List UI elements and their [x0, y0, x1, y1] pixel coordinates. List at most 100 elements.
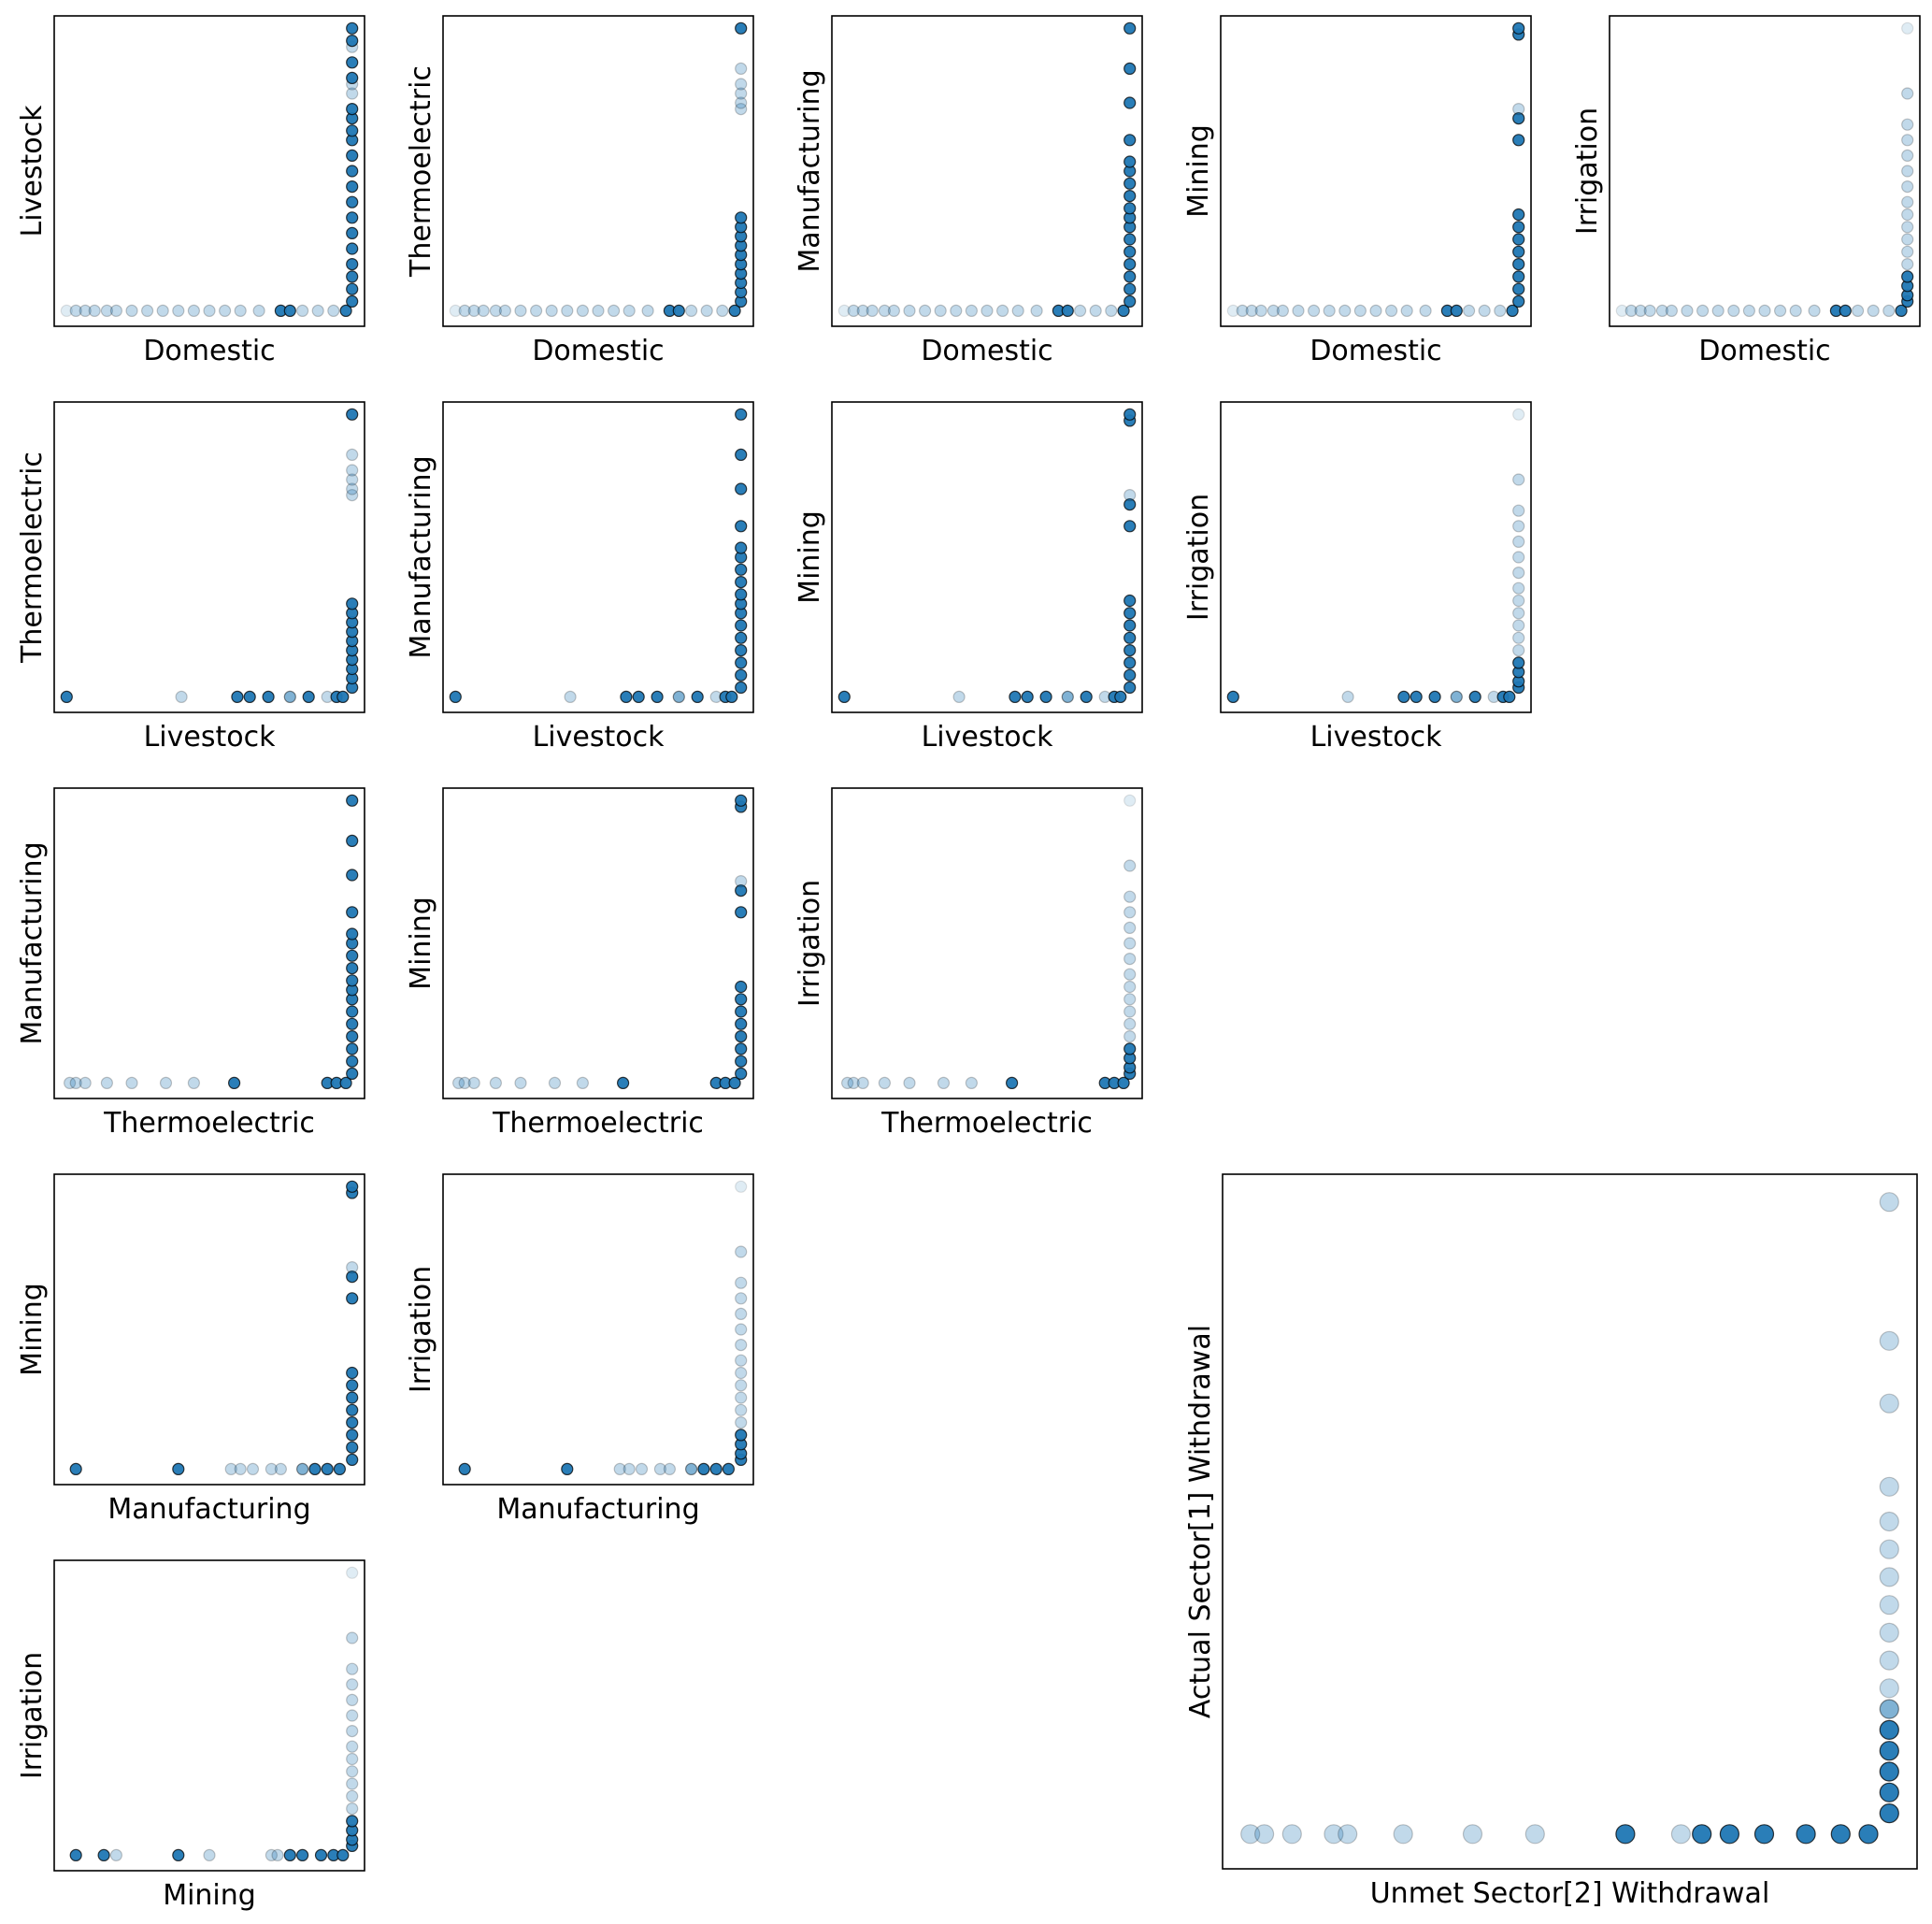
- data-point: [231, 690, 244, 704]
- data-point: [283, 690, 296, 704]
- data-point: [1123, 22, 1137, 35]
- data-point: [346, 1441, 359, 1454]
- data-point: [346, 242, 359, 255]
- data-point: [1696, 304, 1710, 317]
- data-point: [1512, 619, 1525, 632]
- data-point: [1839, 304, 1852, 317]
- data-point: [1879, 1595, 1899, 1615]
- data-point: [1039, 690, 1052, 704]
- data-point: [1005, 1076, 1019, 1090]
- data-point: [1226, 304, 1239, 317]
- data-point: [1711, 304, 1724, 317]
- data-point: [1369, 304, 1382, 317]
- data-point: [980, 304, 994, 317]
- data-point: [561, 1462, 574, 1476]
- data-point: [735, 656, 748, 669]
- data-point: [346, 270, 359, 283]
- data-point: [321, 1462, 334, 1476]
- data-point: [346, 1453, 359, 1467]
- data-point: [1665, 304, 1679, 317]
- data-point: [561, 304, 574, 317]
- data-point: [1338, 1824, 1358, 1845]
- data-point: [1719, 1824, 1740, 1845]
- data-point: [735, 1029, 748, 1043]
- data-point: [262, 690, 275, 704]
- data-point: [1123, 1017, 1137, 1030]
- data-point: [498, 304, 512, 317]
- y-axis-label: Manufacturing: [405, 455, 437, 658]
- data-point: [903, 1076, 916, 1090]
- data-point: [918, 304, 932, 317]
- data-point: [346, 408, 359, 421]
- data-point: [346, 1366, 359, 1380]
- axes-frame: [1222, 1173, 1918, 1870]
- data-point: [346, 1752, 359, 1766]
- data-point: [1419, 304, 1432, 317]
- data-point: [346, 124, 359, 137]
- data-point: [1468, 690, 1481, 704]
- data-point: [856, 304, 869, 317]
- data-point: [203, 1848, 216, 1862]
- data-point: [327, 304, 340, 317]
- data-point: [336, 1848, 350, 1862]
- data-point: [735, 1415, 748, 1429]
- data-point: [1324, 1824, 1344, 1845]
- axes-frame: [442, 1173, 754, 1486]
- data-point: [336, 690, 350, 704]
- data-point: [1512, 408, 1525, 421]
- data-point: [346, 1260, 359, 1274]
- data-point: [1879, 1192, 1899, 1213]
- data-point: [684, 1462, 698, 1476]
- data-point: [1681, 304, 1694, 317]
- x-axis-label: Livestock: [144, 721, 277, 754]
- data-point: [1307, 304, 1321, 317]
- data-point: [1512, 282, 1525, 295]
- data-point: [346, 1789, 359, 1802]
- data-point: [1123, 520, 1137, 533]
- scatter-panel-livestock-vs-irrigation: Livestock Irrigation: [1182, 401, 1532, 754]
- data-point: [1245, 304, 1258, 317]
- data-point: [1879, 1476, 1899, 1497]
- data-point: [346, 258, 359, 271]
- data-point: [346, 1403, 359, 1416]
- data-point: [346, 1292, 359, 1305]
- data-point: [60, 690, 73, 704]
- data-point: [308, 1462, 322, 1476]
- data-point: [346, 869, 359, 882]
- data-point: [125, 304, 138, 317]
- data-point: [1123, 921, 1137, 935]
- data-point: [564, 690, 577, 704]
- data-point: [1901, 22, 1914, 35]
- data-point: [224, 1462, 237, 1476]
- data-point: [1867, 304, 1880, 317]
- data-point: [1462, 304, 1476, 317]
- data-point: [735, 681, 748, 695]
- data-point: [346, 71, 359, 85]
- data-point: [1123, 859, 1137, 872]
- data-point: [1009, 690, 1022, 704]
- data-point: [735, 1067, 748, 1081]
- data-point: [1879, 1761, 1899, 1782]
- data-point: [1512, 258, 1525, 271]
- scatter-panel-domestic-vs-mining: Domestic Mining: [1182, 15, 1532, 367]
- data-point: [1462, 1824, 1483, 1845]
- data-point: [1901, 87, 1914, 100]
- data-point: [346, 1777, 359, 1790]
- data-point: [1879, 1650, 1899, 1671]
- axes-frame: [442, 787, 754, 1099]
- data-point: [1506, 304, 1519, 317]
- data-point: [172, 304, 185, 317]
- data-point: [346, 1566, 359, 1579]
- data-point: [1512, 102, 1525, 116]
- data-point: [965, 1076, 979, 1090]
- data-point: [735, 631, 748, 644]
- data-point: [735, 563, 748, 576]
- data-point: [735, 1338, 748, 1352]
- data-point: [449, 304, 462, 317]
- data-point: [1123, 993, 1137, 1006]
- data-point: [346, 211, 359, 224]
- data-point: [728, 304, 741, 317]
- y-axis-label: Manufacturing: [794, 69, 826, 272]
- data-point: [1123, 1005, 1137, 1018]
- data-point: [837, 690, 851, 704]
